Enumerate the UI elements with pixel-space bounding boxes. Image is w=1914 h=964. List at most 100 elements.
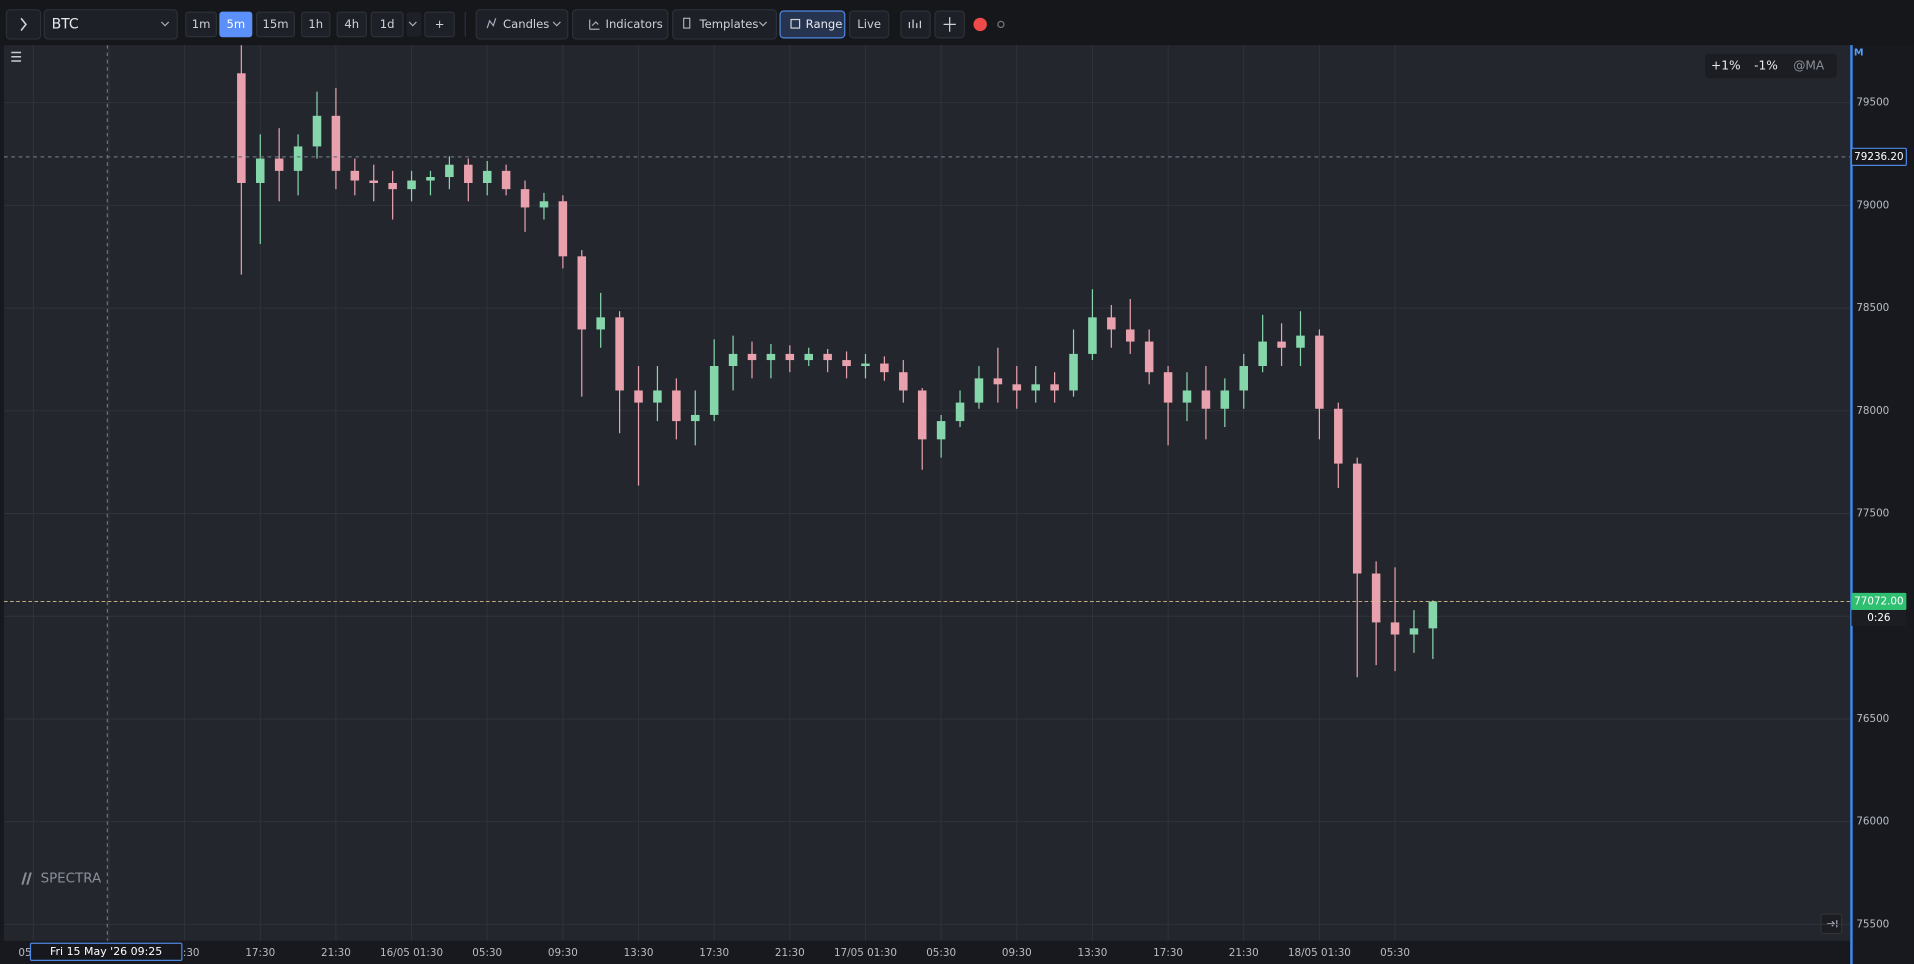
countdown-label: 0:26 <box>1867 612 1890 624</box>
interval-button[interactable] <box>370 11 404 38</box>
y-tick-label: 79000 <box>1856 199 1889 211</box>
x-tick-label: 05:30 <box>472 947 502 959</box>
y-tick-label: 79500 <box>1856 97 1889 109</box>
candle-body <box>804 353 814 361</box>
interval-label: 5m <box>227 17 246 31</box>
quick-action[interactable]: -1% <box>1754 58 1778 72</box>
quick-action[interactable]: +1% <box>1711 58 1741 72</box>
indicators-icon <box>589 19 600 30</box>
quick-actions <box>1705 53 1837 79</box>
x-tick-label: 21:30 <box>775 947 805 959</box>
candle-body <box>766 353 776 361</box>
interval-button[interactable] <box>336 11 368 38</box>
candle-body <box>899 372 908 391</box>
crosshair-price-label: 79236.20 <box>1854 151 1903 163</box>
candle-body <box>255 158 265 183</box>
candle-body <box>1428 601 1438 629</box>
candle-body <box>1144 341 1154 373</box>
candle-body <box>917 390 927 440</box>
y-tick-label: 78500 <box>1856 302 1889 314</box>
candle-body <box>596 317 605 330</box>
y-tick-label: 76000 <box>1856 816 1889 828</box>
candle-body <box>237 73 246 183</box>
y-tick-label: 77500 <box>1856 508 1889 520</box>
x-tick-label: 21:30 <box>1229 947 1259 959</box>
symbol: BTC <box>52 16 79 32</box>
templates-label: Templates <box>699 17 759 31</box>
scroll-icon <box>1827 920 1838 928</box>
candle-body <box>1334 408 1343 464</box>
sidebar-toggle[interactable] <box>5 9 42 40</box>
y-tick-label: 78000 <box>1856 405 1889 417</box>
x-tick-label: 13:30 <box>1078 947 1108 959</box>
chart-style-button[interactable] <box>475 9 569 40</box>
settings-button[interactable] <box>997 20 1005 29</box>
candle-body <box>672 390 681 422</box>
volume-toggle[interactable] <box>900 10 931 39</box>
candle-body <box>1220 390 1230 409</box>
record-button[interactable] <box>973 17 987 32</box>
candle-body <box>312 115 322 147</box>
symbol-select[interactable] <box>43 9 178 40</box>
axis-mode[interactable]: M <box>1854 47 1864 58</box>
x-tick-label: 09:30 <box>1002 947 1032 959</box>
templates-icon <box>683 17 691 29</box>
interval-label: 15m <box>262 17 288 31</box>
candle-body <box>520 189 530 208</box>
last-price-box <box>1851 592 1907 610</box>
templates-button[interactable] <box>672 9 778 40</box>
y-tick-label: 76500 <box>1856 713 1889 725</box>
crosshair-time-box <box>29 942 183 961</box>
candle-body <box>974 378 984 403</box>
candle-body <box>993 378 1003 385</box>
range-button[interactable] <box>779 10 846 39</box>
x-tick-label: 16/05 01:30 <box>380 947 443 959</box>
x-tick-label: 13:30 <box>624 947 654 959</box>
crosshair-price-box <box>1850 147 1907 167</box>
interval-button[interactable] <box>185 11 217 38</box>
candle-body <box>482 170 492 183</box>
candle-body <box>1050 384 1059 391</box>
price-axis-edge <box>1850 45 1853 964</box>
candle-body <box>539 201 549 208</box>
interval-label: 1m <box>192 17 211 31</box>
live-label: Live <box>857 17 881 31</box>
candle-body <box>955 402 965 422</box>
candle-body <box>690 414 700 422</box>
candle-body <box>785 353 795 361</box>
caret <box>408 21 417 27</box>
live-button[interactable] <box>849 10 890 39</box>
interval-button[interactable] <box>301 11 331 38</box>
quick-action[interactable]: @MA <box>1793 58 1825 72</box>
candle-body <box>426 177 435 181</box>
interval-button[interactable] <box>255 11 296 38</box>
candle-body <box>369 180 379 183</box>
candle-body <box>350 170 360 181</box>
candle-body <box>1107 317 1116 330</box>
candle-body <box>1239 366 1249 391</box>
candle-body <box>861 363 870 367</box>
x-tick-label: 17/05 01:30 <box>834 947 897 959</box>
crosshair-time-label: Fri 15 May '26 09:25 <box>50 945 162 958</box>
interval-label: 4h <box>344 17 359 31</box>
interval-button[interactable] <box>219 11 253 38</box>
candle-body <box>1012 384 1022 391</box>
candle-body <box>464 164 473 183</box>
candle-body <box>1125 329 1135 342</box>
indicators-button[interactable] <box>572 9 669 40</box>
candle-body <box>1352 463 1362 574</box>
x-tick-label: 05:30 <box>926 947 956 959</box>
menu-icon[interactable] <box>11 51 22 62</box>
add-interval[interactable] <box>424 11 455 38</box>
candle-body <box>823 353 832 361</box>
x-tick-label: 09:30 <box>548 947 578 959</box>
candle-body <box>653 390 662 403</box>
candle-body <box>577 256 587 330</box>
candle-body <box>1201 390 1211 409</box>
volume-icon <box>908 19 922 29</box>
style-icon <box>486 18 497 29</box>
candle-body <box>1258 341 1267 367</box>
candle-body <box>1409 628 1419 635</box>
candle-body <box>388 182 397 190</box>
